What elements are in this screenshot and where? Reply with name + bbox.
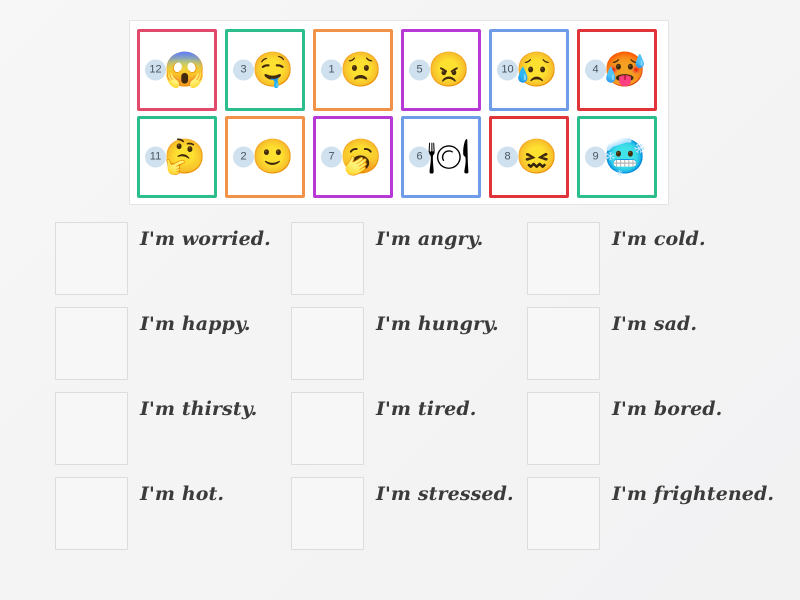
emoji-tile-2[interactable]: 2 🙂 [225, 116, 305, 198]
screaming-face-emoji: 😱 [163, 51, 206, 89]
answer-frightened: I'm frightened. [527, 477, 795, 562]
stressed-face-emoji: 😖 [515, 138, 558, 176]
answer-label: I'm happy. [140, 313, 251, 335]
tile-row: 11 🤔 2 🙂 7 🥱 6 🍽 8 😖 9 🥶 [137, 116, 661, 198]
tile-number-badge: 4 [585, 59, 606, 81]
tile-number-badge: 12 [145, 59, 166, 81]
answer-tired: I'm tired. [291, 392, 527, 477]
answer-label: I'm thirsty. [140, 398, 258, 420]
tile-row: 12 😱 3 🤤 1 😟 5 😠 10 😥 4 🥵 [137, 29, 661, 111]
hungry-cutlery-emoji: 🍽 [426, 138, 470, 176]
drop-target-hot[interactable] [55, 477, 128, 550]
smiling-face-emoji: 🙂 [251, 138, 294, 176]
emoji-tile-4[interactable]: 4 🥵 [577, 29, 657, 111]
emoji-tile-tray: 12 😱 3 🤤 1 😟 5 😠 10 😥 4 🥵 11 🤔 2 🙂 7 🥱 6 🍽 8 😖 9 🥶 [129, 20, 669, 205]
emoji-tile-9[interactable]: 9 🥶 [577, 116, 657, 198]
answer-thirsty: I'm thirsty. [55, 392, 291, 477]
answer-label: I'm cold. [612, 228, 706, 250]
emoji-tile-3[interactable]: 3 🤤 [225, 29, 305, 111]
answer-label: I'm frightened. [612, 483, 775, 505]
answer-label: I'm angry. [376, 228, 484, 250]
drop-target-stressed[interactable] [291, 477, 364, 550]
tile-number-badge: 10 [497, 59, 518, 81]
answer-label: I'm sad. [612, 313, 698, 335]
answer-label: I'm bored. [612, 398, 723, 420]
yawning-face-emoji: 🥱 [339, 138, 382, 176]
tile-number-badge: 9 [585, 146, 606, 168]
tile-number-badge: 5 [409, 59, 430, 81]
answer-label: I'm hot. [140, 483, 225, 505]
worried-face-emoji: 😟 [339, 51, 382, 89]
tile-number-badge: 6 [409, 146, 430, 168]
answer-label: I'm stressed. [376, 483, 514, 505]
emoji-tile-1[interactable]: 1 😟 [313, 29, 393, 111]
answer-stressed: I'm stressed. [291, 477, 527, 562]
answer-worried: I'm worried. [55, 222, 291, 307]
answer-angry: I'm angry. [291, 222, 527, 307]
drop-target-hungry[interactable] [291, 307, 364, 380]
thinking-face-emoji: 🤔 [163, 138, 206, 176]
emoji-tile-11[interactable]: 11 🤔 [137, 116, 217, 198]
tile-number-badge: 3 [233, 59, 254, 81]
emoji-tile-8[interactable]: 8 😖 [489, 116, 569, 198]
answer-sad: I'm sad. [527, 307, 795, 392]
tile-number-badge: 8 [497, 146, 518, 168]
answer-hungry: I'm hungry. [291, 307, 527, 392]
drop-target-worried[interactable] [55, 222, 128, 295]
tile-number-badge: 7 [321, 146, 342, 168]
answer-cold: I'm cold. [527, 222, 795, 307]
drop-target-tired[interactable] [291, 392, 364, 465]
emoji-tile-12[interactable]: 12 😱 [137, 29, 217, 111]
emoji-tile-7[interactable]: 7 🥱 [313, 116, 393, 198]
cold-face-emoji: 🥶 [603, 138, 646, 176]
emoji-tile-5[interactable]: 5 😠 [401, 29, 481, 111]
answer-label: I'm hungry. [376, 313, 499, 335]
emoji-tile-10[interactable]: 10 😥 [489, 29, 569, 111]
answer-bored: I'm bored. [527, 392, 795, 477]
tile-number-badge: 11 [145, 146, 166, 168]
drop-target-angry[interactable] [291, 222, 364, 295]
angry-face-emoji: 😠 [427, 51, 470, 89]
sad-face-emoji: 😥 [515, 51, 558, 89]
answer-options-grid: I'm worried. I'm angry. I'm cold. I'm happy… [55, 222, 795, 562]
drop-target-thirsty[interactable] [55, 392, 128, 465]
drop-target-bored[interactable] [527, 392, 600, 465]
tile-number-badge: 2 [233, 146, 254, 168]
emoji-tile-6[interactable]: 6 🍽 [401, 116, 481, 198]
tile-number-badge: 1 [321, 59, 342, 81]
drop-target-frightened[interactable] [527, 477, 600, 550]
drop-target-sad[interactable] [527, 307, 600, 380]
answer-happy: I'm happy. [55, 307, 291, 392]
hot-face-emoji: 🥵 [603, 51, 646, 89]
drop-target-cold[interactable] [527, 222, 600, 295]
answer-label: I'm tired. [376, 398, 477, 420]
answer-label: I'm worried. [140, 228, 271, 250]
drop-target-happy[interactable] [55, 307, 128, 380]
answer-hot: I'm hot. [55, 477, 291, 562]
drinking-water-emoji: 🤤 [251, 51, 294, 89]
